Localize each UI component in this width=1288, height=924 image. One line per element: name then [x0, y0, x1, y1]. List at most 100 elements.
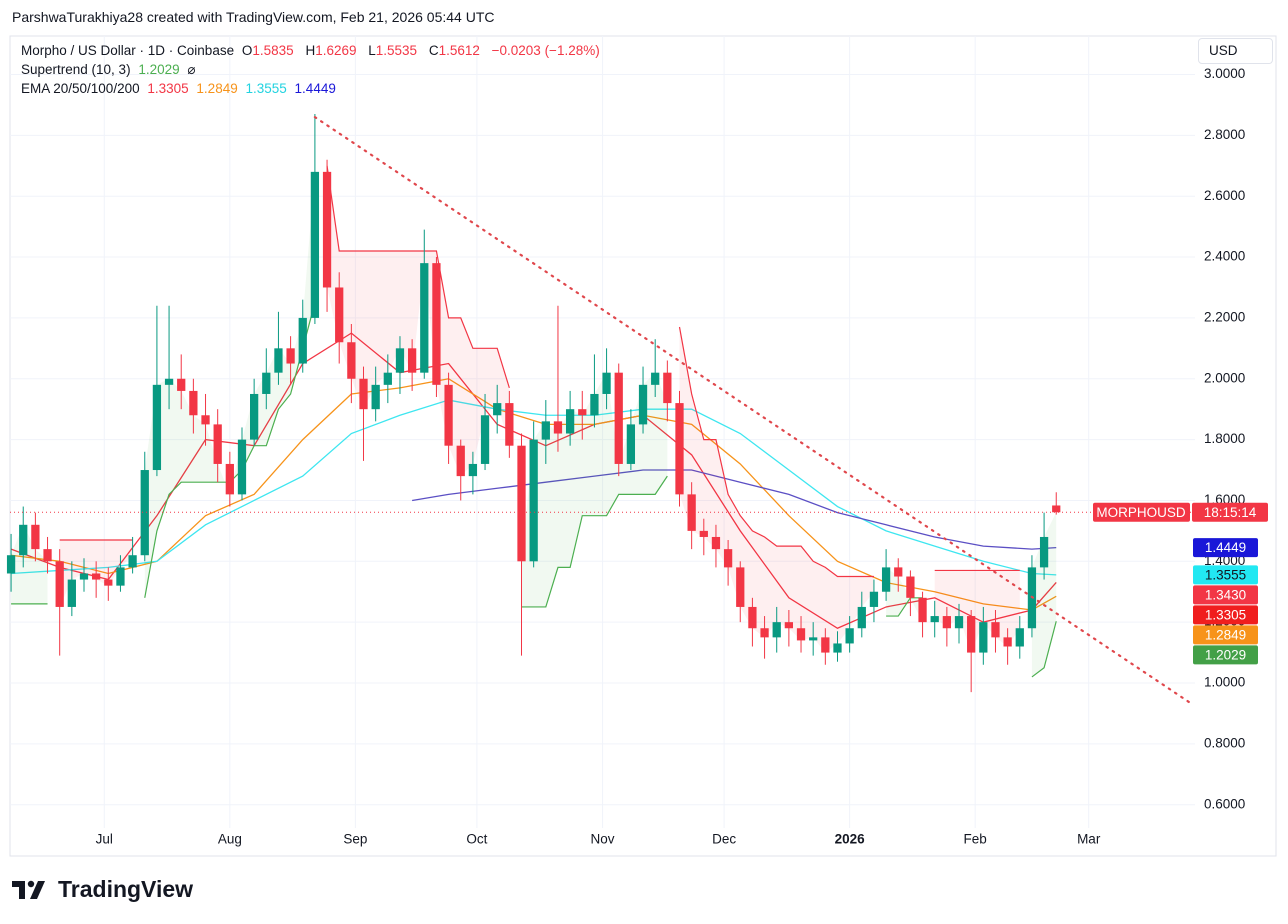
last-price-timer: 18:15:14: [1204, 505, 1257, 520]
candle-body: [772, 622, 781, 638]
candle-body: [979, 622, 988, 653]
price-badge-label: 1.2029: [1205, 647, 1246, 662]
ohlc-value: 1.6269: [315, 43, 357, 58]
logo-mark: [12, 880, 45, 899]
candle-body: [821, 637, 830, 653]
candle-body: [651, 372, 660, 385]
candle-body: [444, 384, 453, 446]
candle-body: [128, 555, 137, 568]
candle-body: [930, 616, 939, 623]
y-tick-label: 2.2000: [1204, 309, 1245, 324]
ema-line: [412, 469, 1057, 550]
indicator-value: 1.4449: [294, 81, 336, 96]
candle-body: [407, 348, 417, 373]
candle-body: [250, 393, 259, 440]
candle-body: [638, 384, 648, 425]
ohlc-value: 1.5835: [252, 43, 294, 58]
supertrend-line: [326, 165, 510, 389]
candle-body: [371, 384, 380, 410]
candle-body: [1003, 637, 1012, 647]
candle-body: [869, 591, 879, 607]
candle-body: [310, 171, 320, 318]
candle-body: [760, 628, 769, 638]
candle-body: [954, 616, 964, 629]
candle-body: [881, 567, 891, 592]
ohlc-value: 1.5612: [438, 43, 480, 58]
candle-body: [942, 616, 951, 629]
supertrend-fill: [327, 165, 510, 477]
candle-body: [480, 415, 490, 464]
price-badge-label: 1.3305: [1205, 607, 1246, 622]
symbol: Morpho / US Dollar · 1D · Coinbase: [21, 43, 235, 58]
candle-body: [347, 342, 356, 379]
ohlc-l: L1.5535: [368, 43, 421, 58]
candle-body: [833, 643, 842, 653]
y-tick-label: 1.8000: [1204, 431, 1245, 446]
supertrend-fill: [11, 524, 48, 604]
y-tick-label: 0.8000: [1204, 735, 1245, 750]
candle-body: [699, 530, 708, 537]
candle-body: [626, 424, 636, 464]
indicator-value: 1.2849: [196, 81, 238, 96]
candle-body: [383, 372, 392, 385]
candle-body: [420, 263, 429, 373]
indicator-label: Supertrend (10, 3): [21, 62, 131, 77]
candle-body: [55, 561, 64, 607]
candle-body: [675, 403, 684, 495]
x-tick-label: Mar: [1077, 832, 1101, 847]
legend: Morpho / US Dollar · 1D · Coinbase O1.58…: [21, 41, 604, 98]
candle-body: [565, 409, 575, 434]
candle-body: [31, 524, 40, 550]
price-badge-label: 1.3430: [1205, 587, 1246, 602]
candle-body: [1039, 536, 1049, 568]
candle-body: [104, 579, 113, 586]
candle-body: [602, 372, 611, 394]
candle-body: [967, 616, 976, 653]
symbol-row: Morpho / US Dollar · 1D · Coinbase O1.58…: [21, 41, 604, 60]
y-tick-label: 2.4000: [1204, 249, 1245, 264]
price-badge: [1193, 538, 1258, 558]
supertrend-line: [678, 326, 874, 578]
supertrend-line: [886, 597, 923, 617]
candle-body: [298, 317, 307, 364]
candle-body: [529, 439, 538, 562]
ohlc-label: H: [305, 43, 316, 58]
candle-body: [918, 597, 927, 623]
candle-body: [468, 463, 478, 477]
price-badge: [1193, 645, 1258, 665]
indicator-icon[interactable]: ⌀: [187, 62, 196, 77]
price-badge: [1193, 585, 1258, 605]
ohlc-label: C: [428, 43, 439, 58]
candle-body: [201, 415, 210, 425]
candle-body: [857, 606, 866, 629]
candle-body: [140, 470, 149, 556]
indicator-label: EMA 20/50/100/200: [21, 81, 140, 96]
x-tick-label: Feb: [964, 832, 987, 847]
last-price-badge: [1093, 502, 1190, 522]
supertrend-fill: [144, 171, 315, 598]
candle-body: [614, 372, 623, 464]
candle-body: [505, 403, 514, 446]
y-tick-label: 3.0000: [1204, 66, 1245, 81]
currency-button[interactable]: USD: [1198, 38, 1273, 64]
candle-body: [262, 372, 271, 394]
indicator-value: 1.3555: [245, 81, 287, 96]
candle-body: [906, 576, 915, 598]
candle-body: [991, 622, 1000, 638]
candle-body: [723, 549, 733, 568]
candle-body: [92, 573, 101, 580]
candle-body: [1015, 628, 1024, 647]
candle-body: [359, 378, 368, 410]
candle-body: [517, 445, 526, 562]
candle-body: [152, 384, 162, 471]
trendline: [313, 116, 1194, 706]
candle-body: [164, 378, 174, 385]
candle-body: [590, 393, 599, 416]
ohlc-c: C1.5612: [429, 43, 484, 58]
ohlc-o: O1.5835: [242, 43, 298, 58]
indicator-value: 1.3305: [147, 81, 189, 96]
candle-body: [177, 378, 186, 391]
candle-body: [578, 409, 587, 416]
change: −0.0203 (−1.28%): [491, 43, 600, 58]
